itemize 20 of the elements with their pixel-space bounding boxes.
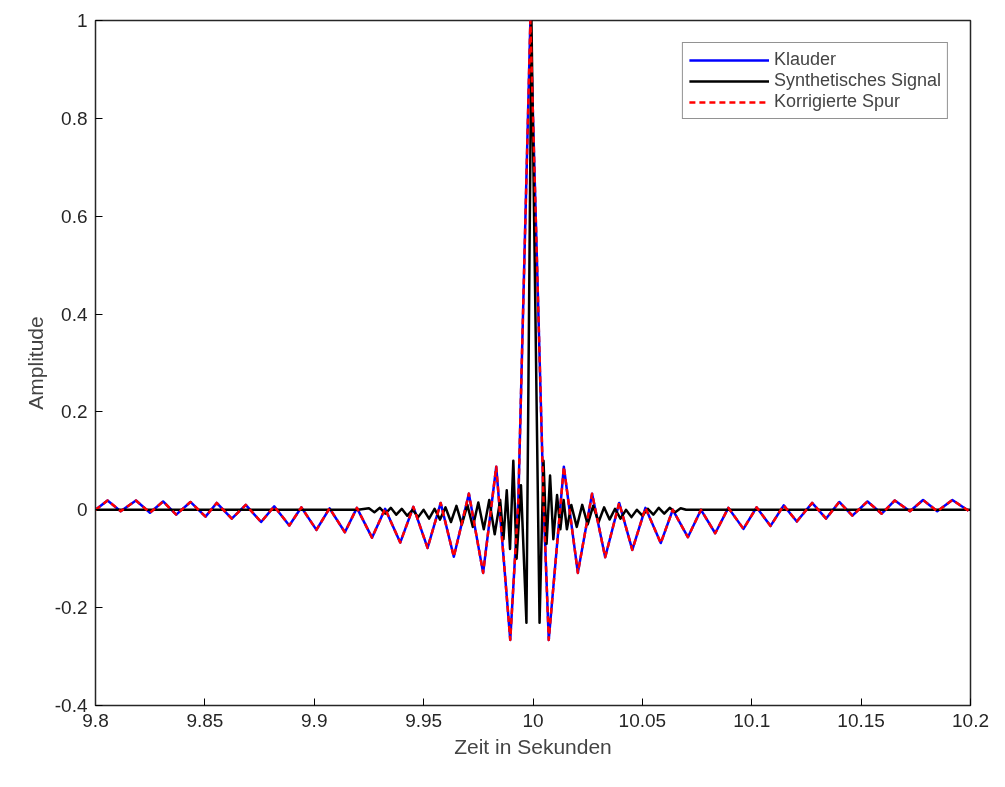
x-tick-label: 10 [522,709,544,731]
y-axis-title: Amplitude [23,316,47,410]
x-tick-label: 9.95 [405,709,443,731]
x-tick-label: 10.05 [618,709,667,731]
legend-label: Korrigierte Spur [773,91,900,112]
x-tick-label: 9.9 [301,709,328,731]
legend-label: Klauder [773,49,836,70]
x-tick-label: 10.2 [952,709,989,731]
y-tick-label: 0.8 [61,107,88,129]
x-tick-label: 10.1 [733,709,771,731]
y-tick-label: 0.2 [61,401,88,423]
y-tick-label: 0 [76,499,88,521]
y-tick-label: -0.2 [54,597,88,619]
x-axis-title: Zeit in Sekunden [454,734,612,758]
y-tick-label: 1 [76,10,88,31]
x-tick-label: 10.15 [837,709,885,731]
legend-label: Synthetisches Signal [773,70,941,91]
y-tick-label: 0.4 [61,303,88,325]
x-tick-label: 9.85 [186,709,224,731]
y-tick-label: 0.6 [61,205,88,227]
